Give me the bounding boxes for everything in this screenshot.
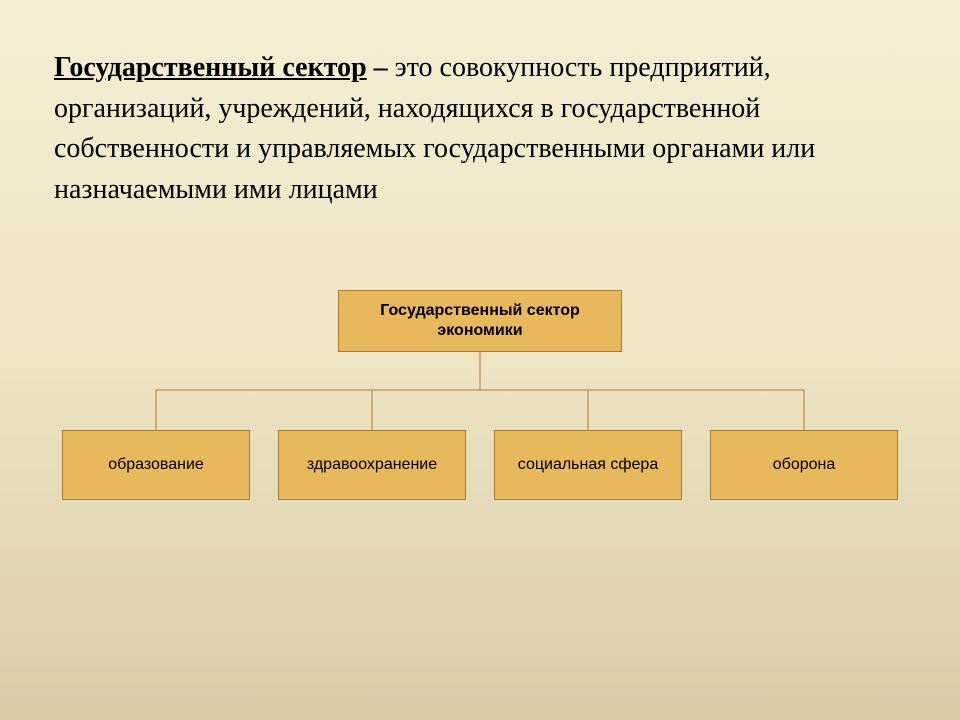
org-chart: Государственный сектор экономики образов… [0, 290, 960, 570]
definition-term: Государственный сектор [54, 52, 367, 83]
definition-paragraph: Государственный сектор – это совокупност… [54, 48, 906, 210]
child-node-1: здравоохранение [278, 430, 466, 500]
slide-content: Государственный сектор – это совокупност… [0, 0, 960, 210]
child-node-3: оборона [710, 430, 898, 500]
definition-dash: – [367, 52, 395, 83]
child-node-0: образование [62, 430, 250, 500]
root-node: Государственный сектор экономики [338, 290, 622, 352]
child-node-2: социальная сфера [494, 430, 682, 500]
